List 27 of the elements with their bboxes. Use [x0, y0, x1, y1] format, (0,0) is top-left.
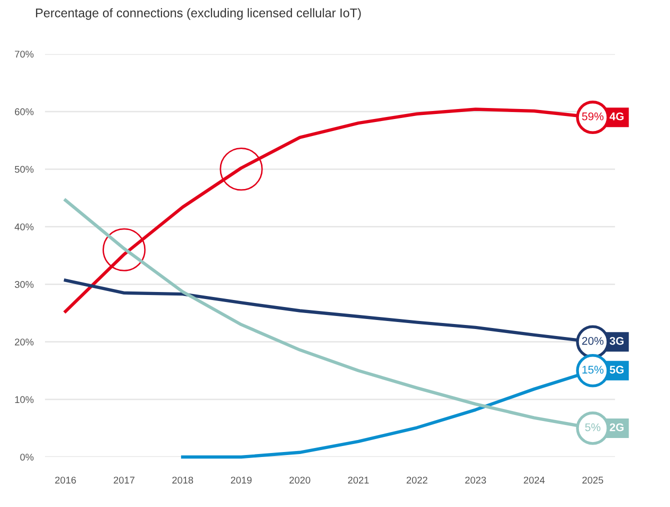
series-label: 3G [610, 336, 624, 345]
x-tick-label: 2019 [230, 476, 252, 484]
y-tick-label: 30% [14, 281, 34, 288]
y-tick-label: 70% [14, 50, 34, 58]
x-tick-label: 2025 [582, 476, 604, 484]
x-tick-label: 2018 [172, 476, 194, 484]
chart-title: Percentage of connections (excluding licensed cellular IoT) [36, 8, 361, 20]
data-label: 20% [582, 336, 604, 345]
y-tick-label: 10% [15, 396, 34, 404]
series-label: 5G [610, 366, 624, 374]
x-tick-label: 2021 [348, 476, 369, 484]
x-tick-label: 2016 [55, 476, 76, 484]
y-tick-label: 40% [14, 223, 34, 230]
series-label: 4G [610, 112, 624, 120]
y-tick-label: 20% [14, 338, 34, 346]
y-tick-label: 0% [20, 454, 34, 461]
x-tick-label: 2022 [406, 476, 428, 484]
y-tick-label: 50% [14, 166, 34, 173]
x-tick-label: 2024 [524, 476, 545, 484]
series-label: 2G [610, 423, 624, 432]
x-tick-label: 2017 [114, 476, 134, 484]
data-label: 59% [582, 112, 604, 120]
data-label: 5% [585, 423, 600, 432]
y-tick-label: 60% [14, 108, 34, 116]
x-tick-label: 2020 [290, 476, 310, 484]
x-tick-label: 2023 [465, 476, 486, 484]
data-label: 15% [582, 366, 604, 374]
